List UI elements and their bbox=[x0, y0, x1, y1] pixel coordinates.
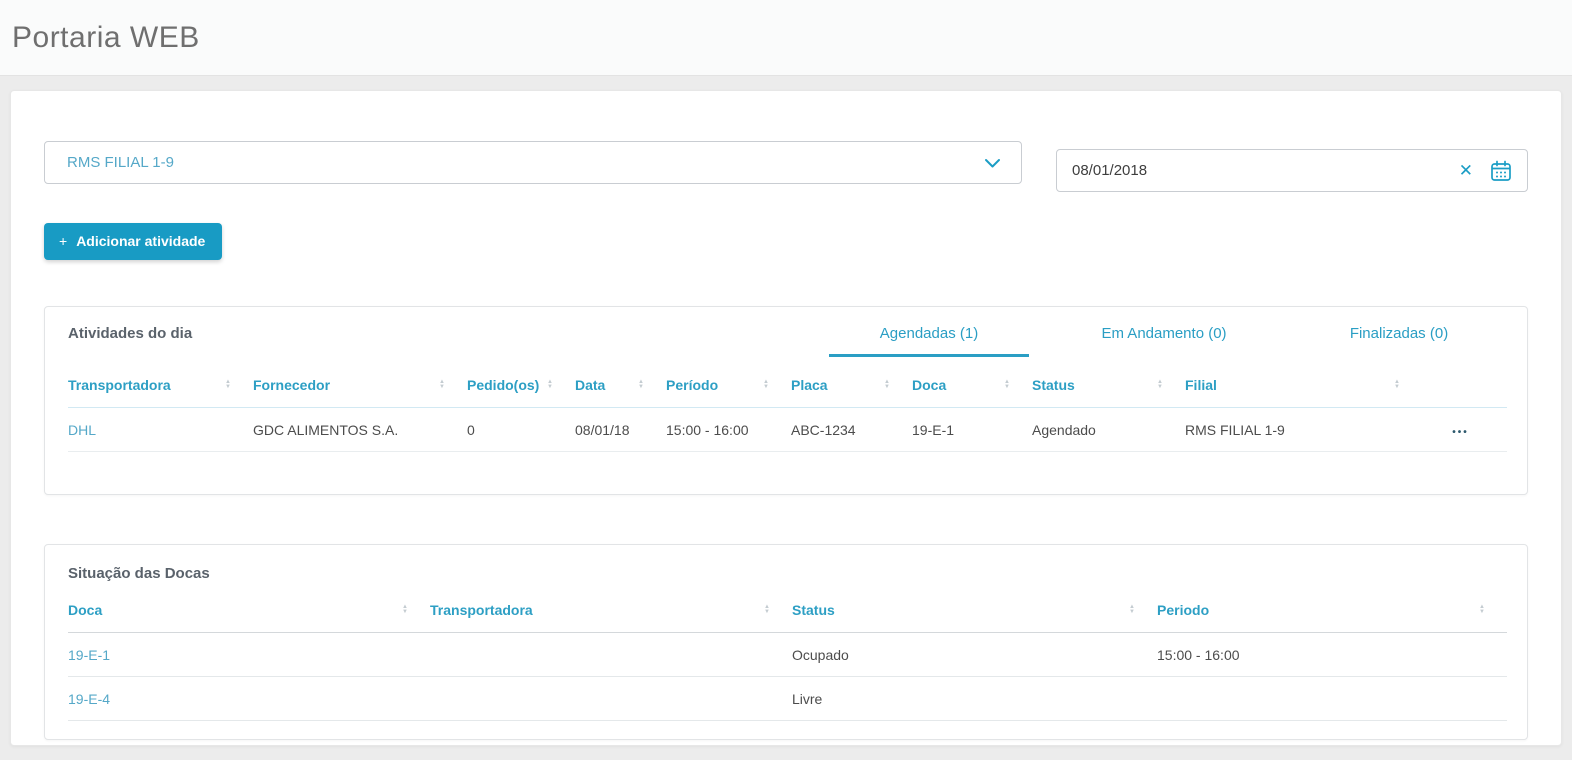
col-placa[interactable]: Placa bbox=[791, 377, 828, 393]
cell-transportadora bbox=[430, 676, 792, 721]
cell-pedidos: 0 bbox=[467, 407, 575, 452]
branch-select-value: RMS FILIAL 1-9 bbox=[67, 154, 174, 171]
app-header: Portaria WEB bbox=[0, 0, 1572, 76]
tab-finalizadas[interactable]: Finalizadas (0) bbox=[1349, 325, 1449, 342]
docks-title: Situação das Docas bbox=[68, 565, 210, 582]
cell-data: 08/01/18 bbox=[575, 407, 666, 452]
sort-icon[interactable]: ▲ ▼ bbox=[1157, 379, 1163, 390]
add-activity-button[interactable]: + Adicionar atividade bbox=[44, 223, 223, 260]
cell-status: Ocupado bbox=[792, 632, 1157, 677]
sort-icon[interactable]: ▲ ▼ bbox=[764, 604, 770, 615]
activities-title: Atividades do dia bbox=[68, 325, 193, 342]
cell-fornecedor: GDC ALIMENTOS S.A. bbox=[253, 407, 467, 452]
activities-tabs: Agendadas (1) Em Andamento (0) Finalizad… bbox=[829, 320, 1504, 357]
clear-date-icon[interactable]: ✕ bbox=[1458, 161, 1473, 180]
col-transportadora[interactable]: Transportadora bbox=[430, 602, 533, 618]
cell-periodo bbox=[1157, 676, 1507, 721]
spacer bbox=[45, 452, 1527, 494]
col-status[interactable]: Status bbox=[1032, 377, 1075, 393]
cell-status: Agendado bbox=[1032, 407, 1185, 452]
add-activity-label: Adicionar atividade bbox=[76, 233, 206, 249]
sort-icon[interactable]: ▲ ▼ bbox=[763, 379, 769, 390]
sort-icon[interactable]: ▲ ▼ bbox=[1004, 379, 1010, 390]
sort-icon[interactable]: ▲ ▼ bbox=[1479, 604, 1485, 615]
activities-header-row: Transportadora ▲ ▼ Fornecedor ▲ ▼ Pedido(os)… bbox=[68, 371, 1507, 408]
row-actions-menu-icon[interactable]: ••• bbox=[1452, 427, 1469, 438]
filters-row: RMS FILIAL 1-9 ✕ bbox=[44, 141, 1528, 192]
sort-icon[interactable]: ▲ ▼ bbox=[884, 379, 890, 390]
cell-filial: RMS FILIAL 1-9 bbox=[1185, 407, 1422, 452]
sort-icon[interactable]: ▲ ▼ bbox=[402, 604, 408, 615]
docks-header-row: Doca ▲ ▼ Transportadora ▲ ▼ Status ▲ ▼ Periodo… bbox=[68, 596, 1507, 633]
date-field: ✕ bbox=[1056, 149, 1528, 192]
col-doca[interactable]: Doca bbox=[68, 602, 103, 618]
col-pedidos[interactable]: Pedido(os) bbox=[467, 377, 540, 393]
plus-icon: + bbox=[59, 233, 68, 249]
activity-row: DHL GDC ALIMENTOS S.A. 0 08/01/18 15:00 … bbox=[68, 407, 1507, 452]
dock-link[interactable]: 19-E-1 bbox=[68, 647, 111, 663]
tab-agendadas[interactable]: Agendadas (1) bbox=[829, 320, 1029, 357]
main-panel: RMS FILIAL 1-9 ✕ + Adicionar ativida bbox=[10, 90, 1562, 746]
docks-table: Doca ▲ ▼ Transportadora ▲ ▼ Status ▲ ▼ Periodo… bbox=[68, 596, 1507, 721]
docks-card: Situação das Docas Doca ▲ ▼ Transportadora… bbox=[44, 544, 1528, 740]
sort-icon[interactable]: ▲ ▼ bbox=[439, 379, 445, 390]
activities-card: Atividades do dia Agendadas (1) Em Andam… bbox=[44, 306, 1528, 495]
cell-status: Livre bbox=[792, 676, 1157, 721]
sort-icon[interactable]: ▲ ▼ bbox=[1129, 604, 1135, 615]
tab-em-andamento[interactable]: Em Andamento (0) bbox=[1101, 325, 1227, 342]
sort-icon[interactable]: ▲ ▼ bbox=[1394, 379, 1400, 390]
carrier-link[interactable]: DHL bbox=[68, 422, 97, 438]
sort-icon[interactable]: ▲ ▼ bbox=[638, 379, 644, 390]
calendar-icon[interactable] bbox=[1490, 160, 1512, 182]
col-doca[interactable]: Doca bbox=[912, 377, 947, 393]
sort-icon[interactable]: ▲ ▼ bbox=[547, 379, 553, 390]
cell-doca: 19-E-1 bbox=[912, 407, 1032, 452]
activities-card-header: Atividades do dia Agendadas (1) Em Andam… bbox=[45, 307, 1527, 357]
page-title: Portaria WEB bbox=[12, 20, 200, 54]
col-periodo[interactable]: Periodo bbox=[1157, 602, 1210, 618]
col-periodo[interactable]: Período bbox=[666, 377, 719, 393]
col-data[interactable]: Data bbox=[575, 377, 606, 393]
cell-periodo: 15:00 - 16:00 bbox=[666, 407, 791, 452]
col-status[interactable]: Status bbox=[792, 602, 835, 618]
dock-row: 19-E-1 Ocupado 15:00 - 16:00 bbox=[68, 632, 1507, 677]
cell-placa: ABC-1234 bbox=[791, 407, 912, 452]
dock-link[interactable]: 19-E-4 bbox=[68, 691, 111, 707]
date-input[interactable] bbox=[1072, 162, 1442, 179]
sort-icon[interactable]: ▲ ▼ bbox=[225, 379, 231, 390]
col-fornecedor[interactable]: Fornecedor bbox=[253, 377, 331, 393]
col-filial[interactable]: Filial bbox=[1185, 377, 1217, 393]
chevron-down-icon bbox=[984, 158, 1001, 169]
cell-periodo: 15:00 - 16:00 bbox=[1157, 632, 1507, 677]
activities-table: Transportadora ▲ ▼ Fornecedor ▲ ▼ Pedido(os)… bbox=[68, 371, 1507, 452]
col-transportadora[interactable]: Transportadora bbox=[68, 377, 171, 393]
cell-transportadora bbox=[430, 632, 792, 677]
dock-row: 19-E-4 Livre bbox=[68, 676, 1507, 721]
branch-select[interactable]: RMS FILIAL 1-9 bbox=[44, 141, 1022, 184]
